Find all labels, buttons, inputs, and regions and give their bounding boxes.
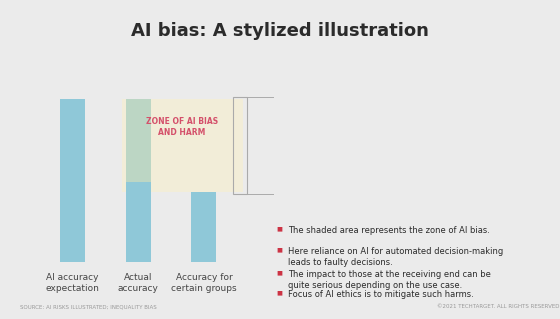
Text: ©2021 TECHTARGET. ALL RIGHTS RESERVED.: ©2021 TECHTARGET. ALL RIGHTS RESERVED.: [437, 304, 560, 309]
Text: ■: ■: [276, 270, 282, 275]
Text: The shaded area represents the zone of AI bias.: The shaded area represents the zone of A…: [288, 226, 490, 235]
Text: Actual
accuracy: Actual accuracy: [118, 273, 158, 293]
Bar: [59, 100, 85, 262]
Text: Focus of AI ethics is to mitigate such harms.: Focus of AI ethics is to mitigate such h…: [288, 290, 474, 299]
Text: AI bias: A stylized illustration: AI bias: A stylized illustration: [131, 22, 429, 40]
Bar: [233, 97, 247, 194]
Text: SOURCE: AI RISKS ILLUSTRATED; INEQUALITY BIAS: SOURCE: AI RISKS ILLUSTRATED; INEQUALITY…: [20, 304, 156, 309]
Text: AI accuracy
expectation: AI accuracy expectation: [45, 273, 99, 293]
Text: ■: ■: [276, 226, 282, 232]
Bar: [192, 192, 216, 262]
Text: ■: ■: [276, 290, 282, 295]
Bar: [125, 100, 151, 182]
Text: The impact to those at the receiving end can be
quite serious depending on the u: The impact to those at the receiving end…: [288, 270, 491, 290]
Text: Here reliance on AI for automated decision-making
leads to faulty decisions.: Here reliance on AI for automated decisi…: [288, 247, 503, 267]
Text: Accuracy for
certain groups: Accuracy for certain groups: [171, 273, 237, 293]
Bar: [125, 182, 151, 262]
Text: ZONE OF AI BIAS
AND HARM: ZONE OF AI BIAS AND HARM: [146, 117, 218, 137]
Text: ■: ■: [276, 247, 282, 252]
Bar: [122, 100, 244, 192]
